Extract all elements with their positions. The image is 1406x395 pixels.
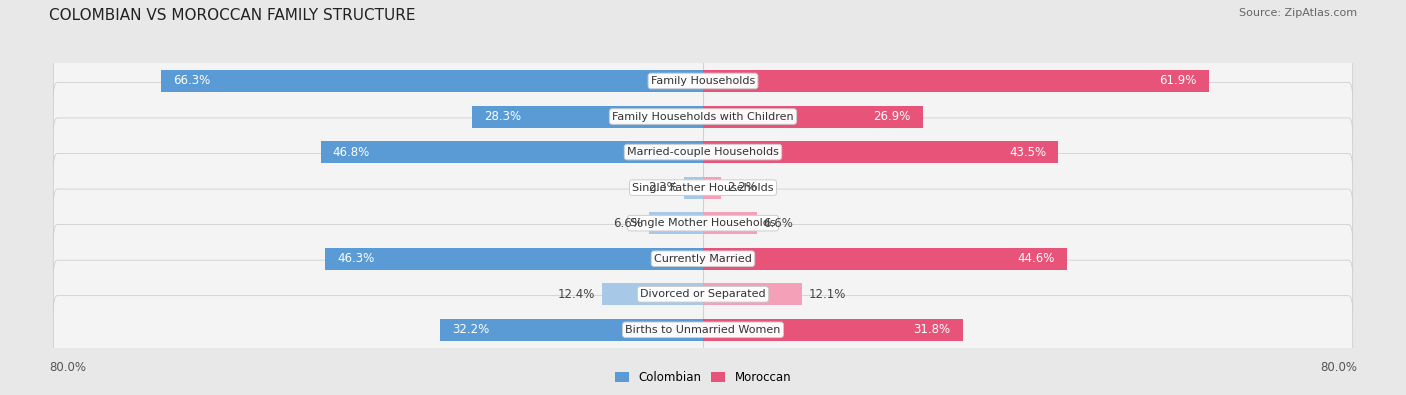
Text: 46.8%: 46.8% <box>333 146 370 158</box>
Text: 26.9%: 26.9% <box>873 110 911 123</box>
Bar <box>162 70 703 92</box>
Text: Family Households: Family Households <box>651 76 755 86</box>
Bar <box>602 283 703 305</box>
Text: 12.1%: 12.1% <box>808 288 846 301</box>
Text: 28.3%: 28.3% <box>484 110 522 123</box>
Bar <box>703 70 1209 92</box>
Text: Family Households with Children: Family Households with Children <box>612 111 794 122</box>
Text: 61.9%: 61.9% <box>1159 75 1197 87</box>
FancyBboxPatch shape <box>53 296 1353 364</box>
Bar <box>703 248 1067 270</box>
Bar <box>650 212 703 234</box>
Bar <box>321 141 703 163</box>
Bar <box>703 283 801 305</box>
Text: Source: ZipAtlas.com: Source: ZipAtlas.com <box>1239 8 1357 18</box>
Bar <box>325 248 703 270</box>
Text: Married-couple Households: Married-couple Households <box>627 147 779 157</box>
FancyBboxPatch shape <box>53 118 1353 186</box>
Text: 46.3%: 46.3% <box>337 252 374 265</box>
FancyBboxPatch shape <box>53 83 1353 150</box>
Text: 12.4%: 12.4% <box>558 288 595 301</box>
Text: 44.6%: 44.6% <box>1018 252 1056 265</box>
Text: 6.6%: 6.6% <box>613 217 643 229</box>
Text: Single Mother Households: Single Mother Households <box>630 218 776 228</box>
Text: Divorced or Separated: Divorced or Separated <box>640 289 766 299</box>
Text: 32.2%: 32.2% <box>453 324 489 336</box>
Text: Births to Unmarried Women: Births to Unmarried Women <box>626 325 780 335</box>
FancyBboxPatch shape <box>53 225 1353 293</box>
Bar <box>685 177 703 199</box>
Text: 6.6%: 6.6% <box>763 217 793 229</box>
Bar <box>703 141 1059 163</box>
Text: 31.8%: 31.8% <box>914 324 950 336</box>
Text: 2.2%: 2.2% <box>727 181 758 194</box>
Bar <box>703 319 963 341</box>
Text: 2.3%: 2.3% <box>648 181 678 194</box>
Text: 43.5%: 43.5% <box>1010 146 1046 158</box>
FancyBboxPatch shape <box>53 260 1353 328</box>
Legend: Colombian, Moroccan: Colombian, Moroccan <box>610 367 796 389</box>
FancyBboxPatch shape <box>53 189 1353 257</box>
Text: COLOMBIAN VS MOROCCAN FAMILY STRUCTURE: COLOMBIAN VS MOROCCAN FAMILY STRUCTURE <box>49 8 416 23</box>
FancyBboxPatch shape <box>53 154 1353 222</box>
Text: Single Father Households: Single Father Households <box>633 182 773 193</box>
Text: Currently Married: Currently Married <box>654 254 752 264</box>
Text: 80.0%: 80.0% <box>1320 361 1357 374</box>
Bar <box>440 319 703 341</box>
FancyBboxPatch shape <box>53 47 1353 115</box>
Bar <box>703 212 756 234</box>
Text: 80.0%: 80.0% <box>49 361 86 374</box>
Text: 66.3%: 66.3% <box>173 75 211 87</box>
Bar <box>703 105 922 128</box>
Bar <box>472 105 703 128</box>
Bar <box>703 177 721 199</box>
